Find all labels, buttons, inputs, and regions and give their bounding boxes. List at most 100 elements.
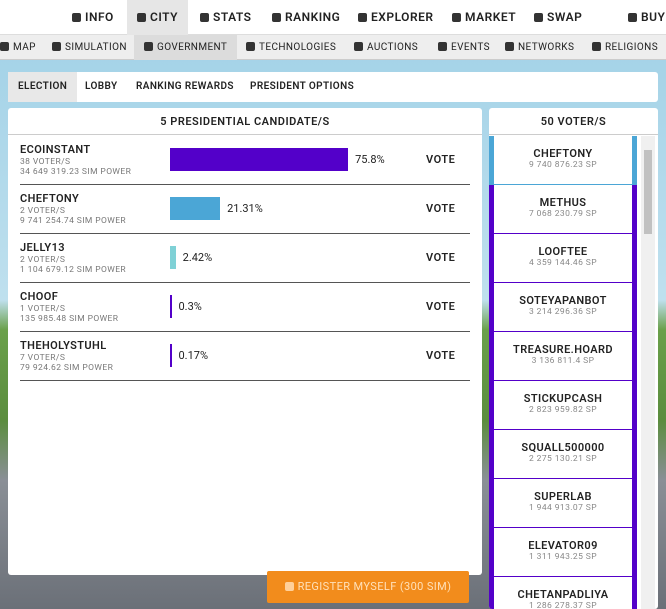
voter-item: ELEVATOR09 1 311 943.25 SP [489,528,637,577]
voter-name: TREASURE.HOARD [513,343,613,356]
sub-nav-item[interactable]: MAP [0,35,36,60]
voter-power: 3 136 811.4 SP [531,356,595,366]
voter-item: METHUS 7 068 230.79 SP [489,185,637,234]
candidate-row: THEHOLYSTUHL 7 VOTER/S 79 924.62 SIM POWER… [20,332,470,381]
sub-nav-item[interactable]: EVENTS [438,35,490,60]
nav-item[interactable]: BUY [628,0,665,35]
share-bar [170,148,349,171]
nav-item[interactable]: CITY [127,0,188,35]
nav-label: RANKING [285,10,341,24]
voter-power: 9 740 876.23 SP [529,160,597,170]
tab[interactable]: ELECTION [8,72,78,102]
scroll-thumb[interactable] [644,150,652,234]
nav-label: MARKET [465,10,517,24]
icon [144,42,153,51]
tab[interactable]: PRESIDENT OPTIONS [250,81,355,92]
nav-item[interactable]: MARKET [452,0,516,35]
icon [72,13,81,22]
sub-nav-item[interactable]: NETWORKS [505,35,574,60]
icon [200,13,209,22]
voter-name: SOTEYAPANBOT [519,294,607,307]
nav-item[interactable]: EXPLORER [358,0,433,35]
sub-nav-item[interactable]: TECHNOLOGIES [246,35,336,60]
sub-nav-label: GOVERNMENT [157,42,228,53]
voter-power: 7 068 230.79 SP [529,209,597,219]
icon [592,42,601,51]
nav-label: EXPLORER [371,10,434,24]
icon [284,582,294,591]
nav-item[interactable]: STATS [200,0,252,35]
nav-label: CITY [150,10,178,24]
voter-power: 3 214 296.36 SP [529,307,597,317]
voter-power: 1 944 913.07 SP [529,503,597,513]
sub-nav-item[interactable]: AUCTIONS [354,35,418,60]
candidate-row: JELLY13 2 VOTER/S 1 104 679.12 SIM POWER 2.… [20,234,470,283]
sub-nav: MAP SIMULATION GOVERNMENT TECHNOLOGIES AUCTI… [0,35,666,60]
nav-label: BUY [641,10,666,24]
candidate-name: CHEFTONY [20,192,80,205]
candidate-power: 9 741 254.74 SIM POWER [20,216,127,226]
scrollbar[interactable] [641,136,655,609]
tab[interactable]: RANKING REWARDS [136,81,234,92]
top-nav: INFO CITY STATS RANKING EXPLORER MARKET SWAP BU… [0,0,666,35]
voter-power: 2 823 959.82 SP [529,405,597,415]
voter-power: 1 286 278.37 SP [529,601,597,609]
candidate-voters: 1 VOTER/S [20,304,66,314]
candidate-voters: 7 VOTER/S [20,353,66,363]
voter-name: SUPERLAB [534,490,592,503]
voter-name: ELEVATOR09 [528,539,598,552]
panel-title: 5 PRESIDENTIAL CANDIDATE/S [8,108,482,135]
voter-item: STICKUPCASH 2 823 959.82 SP [489,381,637,430]
nav-item[interactable]: RANKING [272,0,340,35]
sub-nav-label: NETWORKS [518,42,575,53]
voter-item: LOOFTEE 4 359 144.46 SP [489,234,637,283]
share-bar [170,246,176,269]
voter-name: METHUS [539,196,587,209]
icon [534,13,543,22]
share-label: 75.8% [355,153,385,166]
sub-nav-label: RELIGIONS [605,42,659,53]
nav-item[interactable]: INFO [72,0,114,35]
vote-button[interactable]: VOTE [426,153,456,166]
vote-button[interactable]: VOTE [426,202,456,215]
sub-nav-item[interactable]: SIMULATION [52,35,127,60]
share-bar [170,295,172,318]
icon [505,42,514,51]
voter-name: SQUALL500000 [521,441,605,454]
sub-nav-item[interactable]: RELIGIONS [592,35,658,60]
nav-item[interactable]: SWAP [534,0,582,35]
share-label: 2.42% [182,251,213,264]
voter-item: CHETANPADLIYA 1 286 278.37 SP [489,577,637,609]
vote-button[interactable]: VOTE [426,251,456,264]
candidate-voters: 38 VOTER/S [20,157,71,167]
candidates-panel: 5 PRESIDENTIAL CANDIDATE/S ECOINSTANT 38 … [8,108,482,575]
icon [354,42,363,51]
candidate-power: 34 649 319.23 SIM POWER [20,167,132,177]
voter-item: CHEFTONY 9 740 876.23 SP [489,136,637,185]
voter-item: SUPERLAB 1 944 913.07 SP [489,479,637,528]
vote-button[interactable]: VOTE [426,300,456,313]
sub-nav-label: SIMULATION [65,42,127,53]
button-label: REGISTER MYSELF (300 SIM) [297,580,452,593]
voter-power: 2 275 130.21 SP [529,454,597,464]
icon [52,42,61,51]
candidate-row: CHOOF 1 VOTER/S 135 985.48 SIM POWER 0.3% VO… [20,283,470,332]
vote-button[interactable]: VOTE [426,349,456,362]
register-button[interactable]: REGISTER MYSELF (300 SIM) [267,571,469,603]
candidate-name: ECOINSTANT [20,143,91,156]
panel-title: 50 VOTER/S [489,108,658,135]
icon [0,42,9,51]
sub-nav-item[interactable]: GOVERNMENT [134,35,238,60]
icon [628,13,637,22]
voter-name: CHETANPADLIYA [517,588,609,601]
sub-nav-label: EVENTS [451,42,490,53]
voter-power: 4 359 144.46 SP [529,258,597,268]
candidate-power: 135 985.48 SIM POWER [20,314,119,324]
candidate-row: ECOINSTANT 38 VOTER/S 34 649 319.23 SIM PO… [20,136,470,185]
tab[interactable]: LOBBY [85,81,118,92]
candidate-power: 79 924.62 SIM POWER [20,363,114,373]
voter-name: LOOFTEE [538,245,588,258]
sub-nav-label: TECHNOLOGIES [259,42,337,53]
